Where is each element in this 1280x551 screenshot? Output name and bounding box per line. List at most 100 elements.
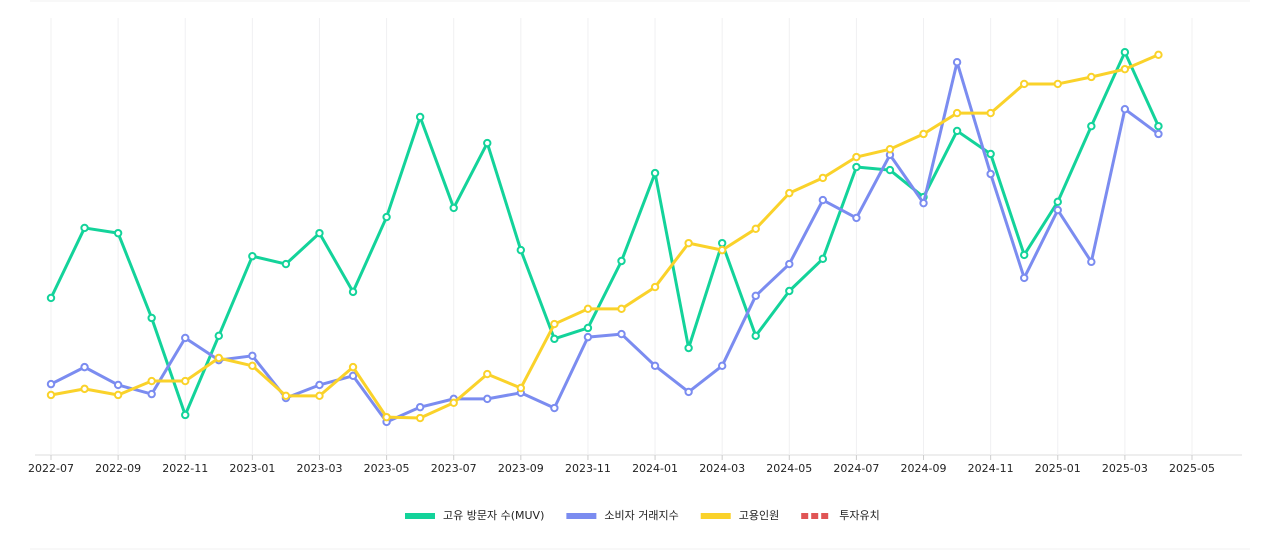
data-point [415,413,425,423]
data-point [751,331,760,341]
data-point [315,228,324,238]
x-tick-label: 2022-07 [28,462,74,475]
data-point [684,343,693,353]
data-point [1120,104,1130,114]
data-point [113,380,123,390]
data-point [382,212,391,222]
data-point [1053,205,1062,215]
data-point [550,334,559,344]
x-tick-label: 2023-03 [296,462,342,475]
data-point [348,362,358,372]
data-point [449,203,458,213]
legend-label: 소비자 거래지수 [604,509,678,522]
data-point [113,390,123,400]
data-point [315,391,324,401]
data-point [181,376,190,386]
x-tick-label: 2024-09 [901,462,947,475]
x-tick-label: 2024-01 [632,462,678,475]
data-point [181,333,190,343]
data-point [885,144,895,154]
series-line [50,53,1160,420]
data-point [1053,197,1062,207]
data-point [1087,257,1096,267]
data-point [852,213,861,223]
data-point [1020,79,1029,89]
data-point [382,412,391,422]
data-point [717,245,727,255]
data-point [818,173,828,183]
data-point [751,224,760,234]
data-point [214,331,223,341]
data-point [785,259,794,269]
data-point [986,108,995,118]
data-point [818,195,828,205]
data-point [483,394,492,404]
data-point [80,223,89,233]
data-point [986,149,995,159]
x-tick-label: 2024-07 [833,462,879,475]
data-point [46,390,56,400]
x-tick-label: 2023-07 [431,462,477,475]
data-point [348,287,358,297]
data-point [1120,64,1130,74]
data-point [650,361,660,371]
data-point [46,293,56,303]
data-point [852,162,861,172]
data-point [147,389,156,399]
data-point [785,286,794,296]
data-point [1053,79,1062,89]
data-point [46,379,56,389]
data-point [415,402,425,412]
data-point [348,371,358,381]
data-point [1154,121,1163,131]
x-tick-label: 2025-05 [1169,462,1215,475]
grid [50,18,1193,455]
data-point [717,238,727,248]
data-point [80,362,89,372]
data-point [751,291,760,300]
data-point [147,376,156,386]
data-point [248,361,257,371]
data-point [281,259,291,269]
data-point [617,256,626,266]
data-point [281,391,291,401]
x-tick-label: 2025-03 [1102,462,1148,475]
data-point [617,304,626,314]
data-point [952,126,962,136]
data-point [113,228,123,238]
data-point [516,383,526,393]
data-point [717,361,727,371]
data-point [1154,129,1163,139]
x-tick-label: 2023-09 [498,462,544,475]
data-point [885,165,895,175]
data-point [550,319,559,329]
data-point [214,353,223,363]
data-point [650,282,660,292]
data-point [516,245,526,255]
data-point [583,304,593,314]
data-point [1020,250,1029,260]
data-point [147,313,156,323]
data-point [483,369,492,379]
data-point [919,129,928,139]
data-point [315,380,324,390]
data-point [1154,50,1163,59]
data-point [785,188,794,198]
data-point [1087,121,1096,131]
data-point [919,198,928,208]
data-point [852,152,861,162]
data-point [415,112,425,122]
data-point [248,351,257,361]
legend-label: 투자유치 [839,509,879,522]
data-point [650,168,660,178]
legend: 고유 방문자 수(MUV) 소비자 거래지수 고용인원 투자유치 [405,509,880,522]
data-point [449,398,458,407]
legend-label: 고유 방문자 수(MUV) [443,509,544,522]
data-point [583,332,593,342]
x-tick-label: 2024-11 [968,462,1014,475]
x-tick-label: 2023-05 [364,462,410,475]
x-tick-label: 2024-05 [766,462,812,475]
series-line [50,60,1160,424]
